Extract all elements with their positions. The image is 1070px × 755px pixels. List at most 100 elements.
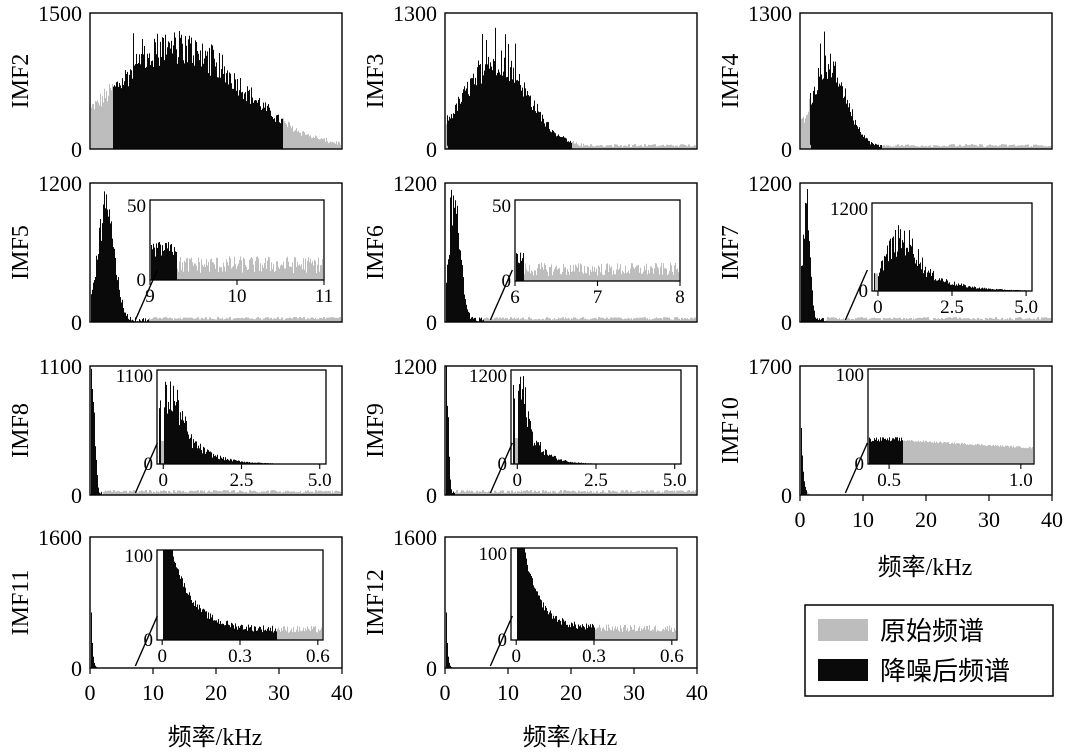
spectrum-bar bbox=[95, 276, 96, 322]
noise-floor-bar bbox=[678, 490, 680, 495]
inset-spectrum-bar bbox=[235, 623, 236, 640]
inset-spectrum-bar bbox=[998, 445, 999, 464]
spectrum-bar bbox=[194, 65, 195, 149]
noise-floor-bar bbox=[901, 319, 903, 322]
noise-floor-bar bbox=[640, 492, 642, 495]
inset-spectrum-bar bbox=[605, 269, 606, 281]
noise-floor-bar bbox=[550, 319, 552, 322]
inset-spectrum-bar bbox=[1002, 445, 1003, 464]
spectrum-bar bbox=[117, 280, 118, 322]
inset-spectrum-bar bbox=[576, 266, 577, 281]
inset-spectrum-bar bbox=[296, 629, 297, 640]
spectrum-bar bbox=[301, 135, 302, 149]
spectrum-bar bbox=[248, 90, 249, 149]
inset-spectrum-bar bbox=[621, 628, 622, 640]
noise-floor-bar bbox=[1003, 319, 1005, 322]
y-tick-label: 0 bbox=[426, 137, 437, 162]
inset-spectrum-bar bbox=[237, 629, 238, 640]
spectrum-bar bbox=[814, 310, 815, 322]
spectrum-bar bbox=[244, 93, 245, 149]
spectrum-bar bbox=[115, 86, 116, 149]
spectrum-bar bbox=[532, 109, 533, 149]
inset-spectrum-bar bbox=[547, 272, 548, 281]
inset-spectrum-bar bbox=[264, 630, 265, 640]
inset-spectrum-bar bbox=[584, 627, 585, 640]
inset-spectrum-bar bbox=[220, 620, 221, 640]
inset-spectrum-bar bbox=[977, 443, 978, 464]
noise-floor-bar bbox=[480, 491, 482, 495]
spectrum-bar bbox=[313, 136, 314, 149]
noise-floor-bar bbox=[993, 145, 995, 149]
spectrum-bar bbox=[104, 191, 105, 322]
x-axis-label-col2: 频率/kHz bbox=[523, 724, 618, 751]
inset-spectrum-bar bbox=[538, 263, 539, 281]
spectrum-bar bbox=[551, 132, 552, 149]
inset-spectrum-bar bbox=[967, 444, 968, 464]
spectrum-bar bbox=[123, 85, 124, 149]
zoom-indicator-line bbox=[489, 615, 514, 667]
noise-floor-bar bbox=[919, 317, 921, 322]
inset-spectrum-bar bbox=[907, 440, 908, 464]
inset-spectrum-bar bbox=[918, 249, 919, 291]
noise-floor-bar bbox=[213, 490, 215, 495]
inset-spectrum-bar bbox=[599, 266, 600, 281]
inset-spectrum-bar bbox=[1004, 446, 1005, 464]
inset-spectrum-bar bbox=[652, 629, 653, 640]
noise-floor-bar bbox=[865, 317, 867, 322]
inset-spectrum-bar bbox=[950, 284, 951, 291]
noise-floor-bar bbox=[339, 491, 341, 495]
spectrum-bar bbox=[881, 144, 882, 149]
noise-floor-bar bbox=[245, 317, 247, 322]
spectrum-bar bbox=[454, 114, 455, 149]
inset-spectrum-bar bbox=[315, 261, 316, 280]
noise-floor-bar bbox=[644, 491, 646, 495]
noise-floor-bar bbox=[103, 492, 105, 495]
noise-floor-bar bbox=[197, 490, 199, 495]
noise-floor-bar bbox=[937, 319, 939, 322]
spectrum-bar bbox=[505, 34, 506, 149]
noise-floor-bar bbox=[540, 492, 542, 495]
noise-floor-bar bbox=[538, 318, 540, 322]
spectrum-bar bbox=[219, 52, 220, 149]
spectrum-bar bbox=[450, 479, 451, 495]
inset-spectrum-bar bbox=[607, 630, 608, 640]
inset-spectrum-bar bbox=[158, 242, 159, 280]
inset-spectrum-bar bbox=[170, 550, 171, 640]
noise-floor-bar bbox=[195, 318, 197, 322]
inset-spectrum-bar bbox=[550, 455, 551, 464]
spectrum-bar bbox=[452, 225, 453, 322]
spectrum-bar bbox=[92, 388, 93, 495]
noise-floor-bar bbox=[574, 491, 576, 495]
spectrum-bar bbox=[450, 118, 451, 149]
spectrum-bar bbox=[292, 125, 293, 149]
inset-spectrum-bar bbox=[262, 632, 263, 640]
inset-spectrum-bar bbox=[582, 624, 583, 640]
noise-floor-bar bbox=[636, 319, 638, 322]
inset-spectrum-bar bbox=[1012, 447, 1013, 464]
noise-floor-bar bbox=[295, 492, 297, 495]
spectrum-bar bbox=[312, 137, 313, 149]
noise-floor-bar bbox=[496, 492, 498, 495]
spectrum-bar bbox=[225, 82, 226, 149]
inset-spectrum-bar bbox=[522, 548, 523, 640]
inset-spectrum-bar bbox=[662, 629, 663, 640]
noise-floor-bar bbox=[331, 146, 333, 149]
noise-floor-bar bbox=[630, 490, 632, 495]
inset-spectrum-bar bbox=[976, 288, 977, 291]
inset-spectrum-bar bbox=[592, 623, 593, 640]
noise-floor-bar bbox=[947, 317, 949, 322]
inset-spectrum-bar bbox=[252, 630, 253, 640]
spectrum-bar bbox=[487, 64, 488, 149]
noise-floor-bar bbox=[638, 319, 640, 322]
spectrum-bar bbox=[105, 208, 106, 322]
noise-floor-bar bbox=[1007, 146, 1009, 149]
noise-floor-bar bbox=[592, 492, 594, 495]
spectrum-bar bbox=[331, 142, 332, 149]
inset-spectrum-bar bbox=[277, 628, 278, 640]
noise-floor-bar bbox=[297, 492, 299, 495]
inset-spectrum-bar bbox=[319, 630, 320, 640]
noise-floor-bar bbox=[909, 145, 911, 149]
noise-floor-bar bbox=[468, 491, 470, 495]
x-tick-label: 0 bbox=[85, 680, 96, 705]
spectrum-bar bbox=[103, 204, 104, 322]
